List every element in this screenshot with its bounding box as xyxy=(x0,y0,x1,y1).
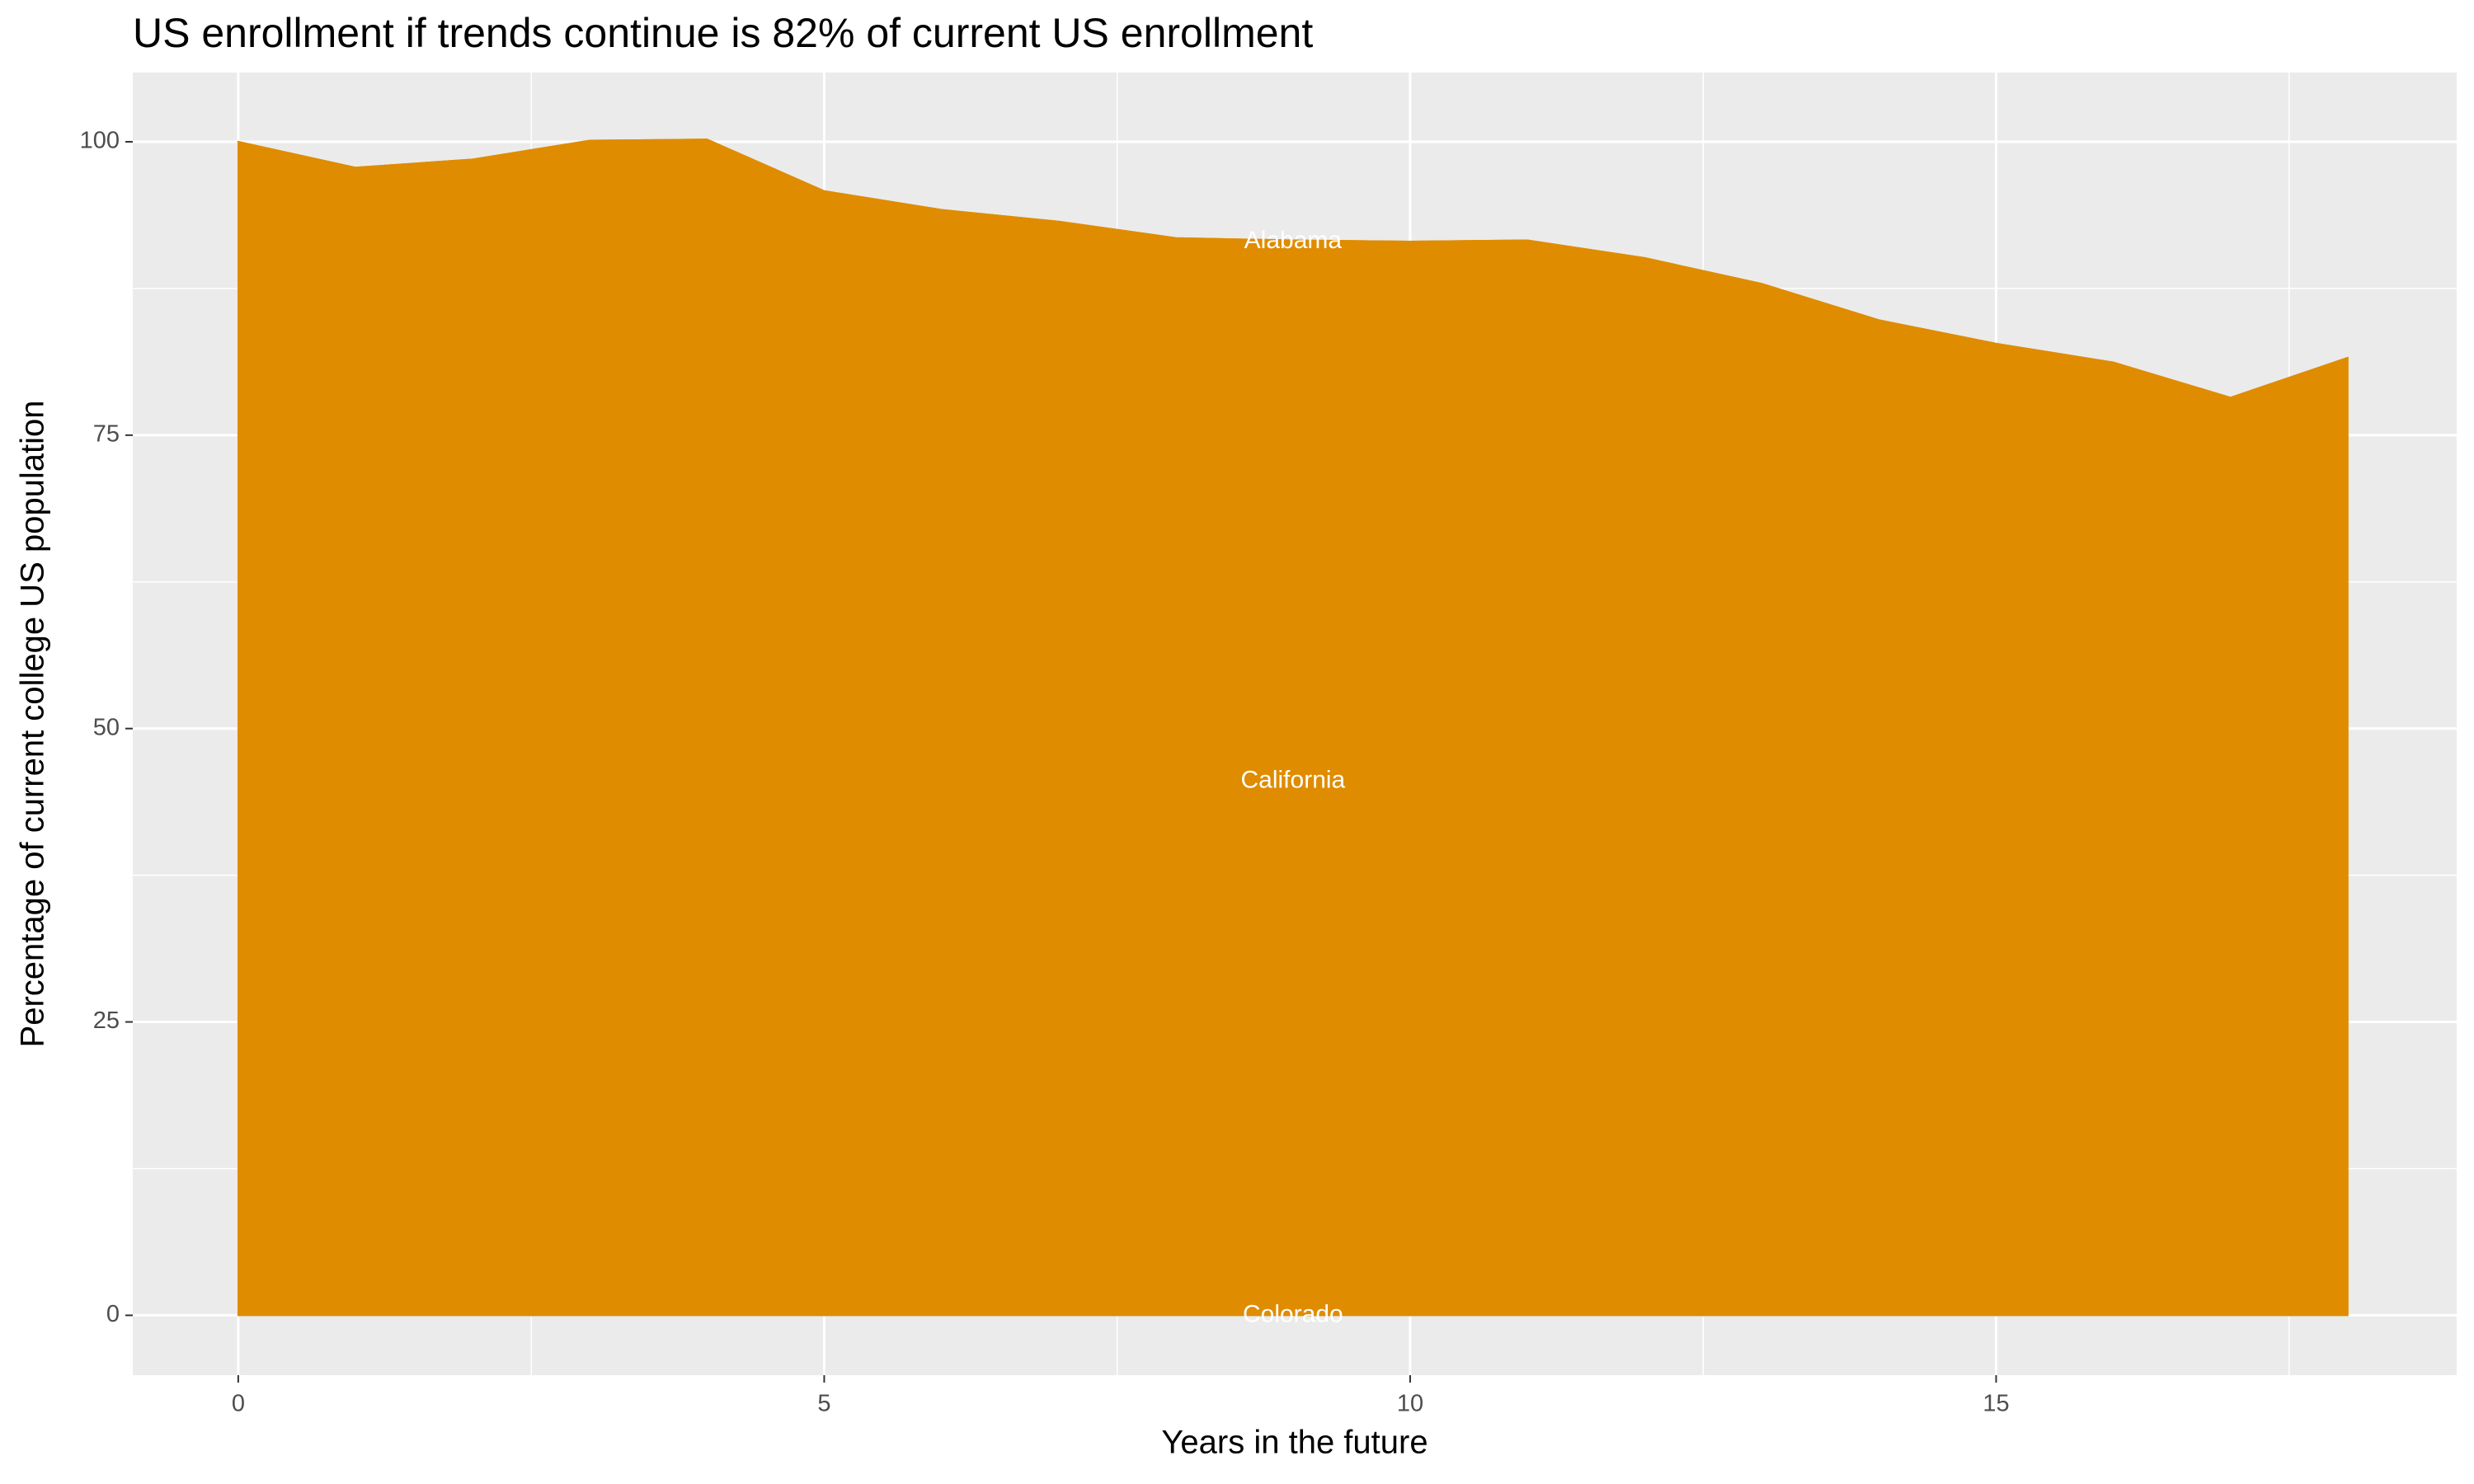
annotation: Alabama xyxy=(1244,227,1343,254)
y-tick-label: 50 xyxy=(93,714,120,740)
chart-title: US enrollment if trends continue is 82% … xyxy=(133,10,1313,56)
y-tick-label: 0 xyxy=(106,1301,120,1327)
y-axis-title: Percentage of current college US populat… xyxy=(15,401,51,1048)
x-axis-title: Years in the future xyxy=(1161,1425,1427,1461)
y-tick-label: 75 xyxy=(93,420,120,447)
y-tick-label: 25 xyxy=(93,1007,120,1034)
x-tick-label: 0 xyxy=(232,1391,245,1417)
annotation: Colorado xyxy=(1243,1300,1343,1327)
annotation: California xyxy=(1241,767,1346,794)
x-tick-label: 10 xyxy=(1397,1391,1423,1417)
y-tick-label: 100 xyxy=(80,128,120,154)
x-tick-label: 5 xyxy=(817,1391,830,1417)
x-tick-label: 15 xyxy=(1982,1391,2009,1417)
